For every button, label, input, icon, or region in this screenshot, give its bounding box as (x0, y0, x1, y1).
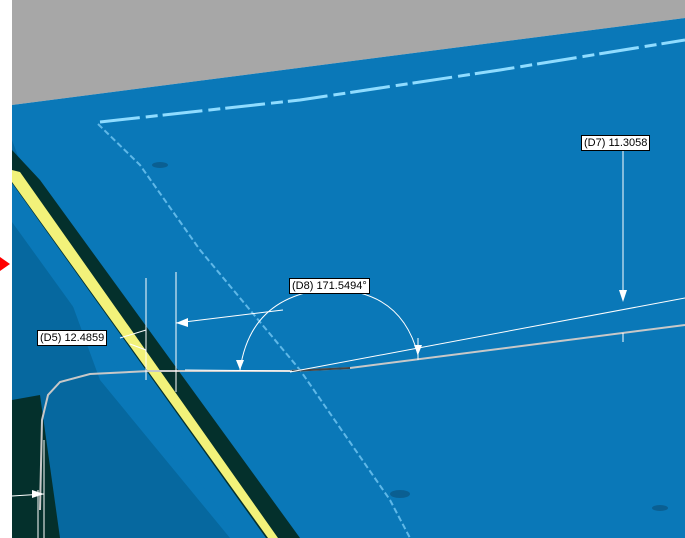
shadow-region-bottom (12, 395, 60, 538)
d8-base-line (184, 369, 293, 372)
d5-arrow-icon (176, 318, 188, 327)
shadow-band (12, 150, 300, 538)
d5-leader (119, 329, 147, 339)
surface-feature (390, 490, 410, 498)
surface-feature (652, 505, 668, 511)
yellow-edge-stripe (12, 170, 278, 538)
inner-edge-left (97, 123, 411, 538)
lower-arrow-icon (32, 490, 44, 498)
d7-arrow-icon (619, 290, 627, 302)
dimension-label-d7[interactable]: (D7) 11.3058 (581, 135, 651, 151)
part-side-face (12, 140, 230, 538)
dimension-label-d8[interactable]: (D8) 171.5494° (289, 278, 370, 294)
surface-feature (152, 162, 168, 168)
background-region (12, 0, 685, 105)
red-triangle-marker-icon[interactable] (0, 257, 10, 271)
dimension-label-d5[interactable]: (D5) 12.4859 (37, 330, 108, 346)
inner-edge-highlight (99, 38, 685, 124)
d7-ref-line (289, 297, 685, 373)
d5-dim-line (175, 309, 284, 324)
d8-arrow-left-icon (236, 360, 244, 370)
edge-sliver (12, 183, 266, 538)
d5-tick (129, 343, 147, 351)
